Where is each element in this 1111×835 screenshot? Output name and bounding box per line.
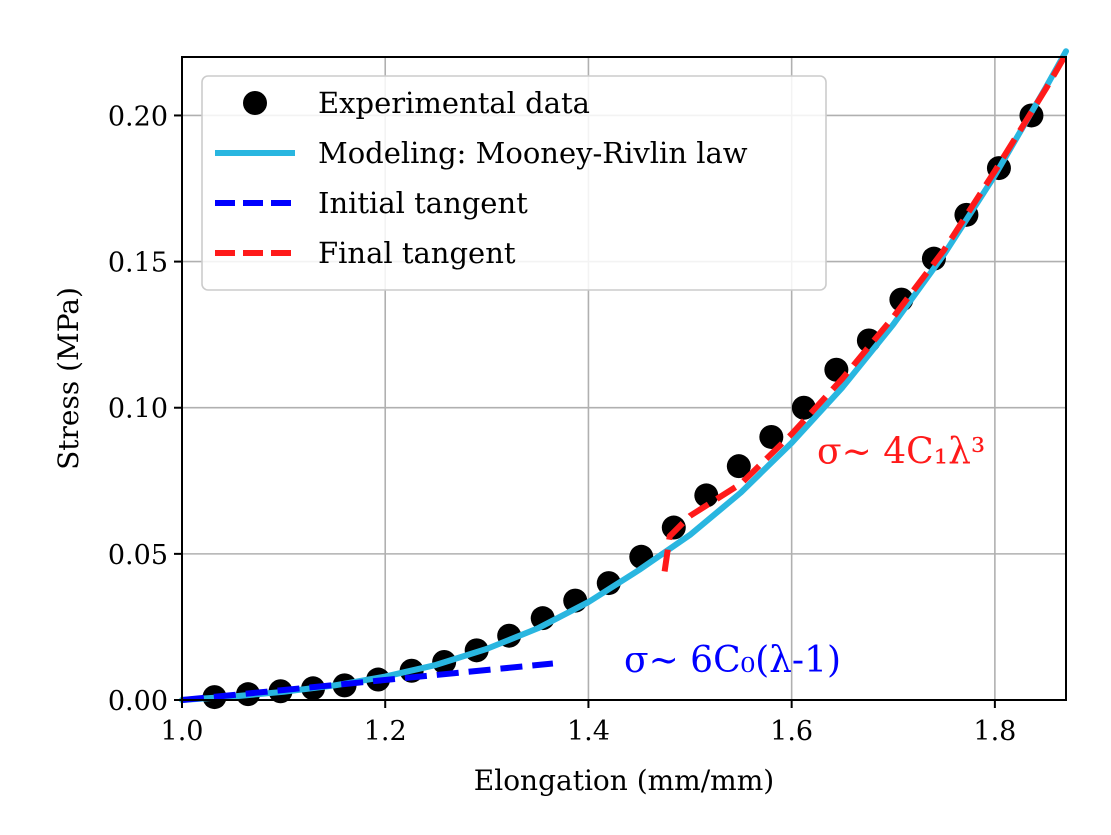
y-axis-label: Stress (MPa): [52, 287, 85, 470]
final-tangent-line: [661, 52, 1069, 572]
legend-marker-dot: [243, 91, 267, 115]
data-point: [726, 454, 751, 479]
x-tick-label: 1.0: [161, 716, 204, 747]
plot-frame: [181, 56, 1067, 701]
data-point: [694, 483, 719, 508]
data-point: [596, 571, 621, 596]
x-tick-label: 1.4: [567, 716, 610, 747]
x-axis-label: Elongation (mm/mm): [474, 764, 774, 797]
annotation-text: σ~ 6C₀(λ-1): [624, 640, 841, 681]
legend-label: Final tangent: [318, 236, 516, 270]
legend: Experimental data Modeling: Mooney-Rivlin…: [201, 75, 827, 291]
data-point: [759, 424, 784, 449]
legend-label: Experimental data: [318, 86, 590, 120]
data-point: [791, 395, 816, 420]
y-tick-label: 0.05: [108, 540, 168, 571]
axis-ticks: 1.0 1.2 1.4 1.6 1.8 0.00 0.05 0.10 0.15 0.20: [108, 101, 1016, 747]
x-tick-label: 1.2: [364, 716, 407, 747]
y-tick-label: 0.00: [108, 686, 168, 717]
annotations: σ~ 6C₀(λ-1) σ~ 4C₁λ³: [624, 431, 985, 681]
y-tick-label: 0.20: [108, 101, 168, 132]
x-tick-label: 1.8: [973, 716, 1016, 747]
y-tick-label: 0.10: [108, 394, 168, 425]
y-tick-label: 0.15: [108, 248, 168, 279]
annotation-text: σ~ 4C₁λ³: [817, 431, 985, 472]
data-point: [661, 515, 686, 540]
legend-box: [201, 75, 827, 291]
plot-marks: [179, 48, 1069, 710]
legend-label: Initial tangent: [318, 186, 528, 220]
legend-label: Modeling: Mooney-Rivlin law: [318, 136, 748, 170]
x-tick-label: 1.6: [770, 716, 813, 747]
